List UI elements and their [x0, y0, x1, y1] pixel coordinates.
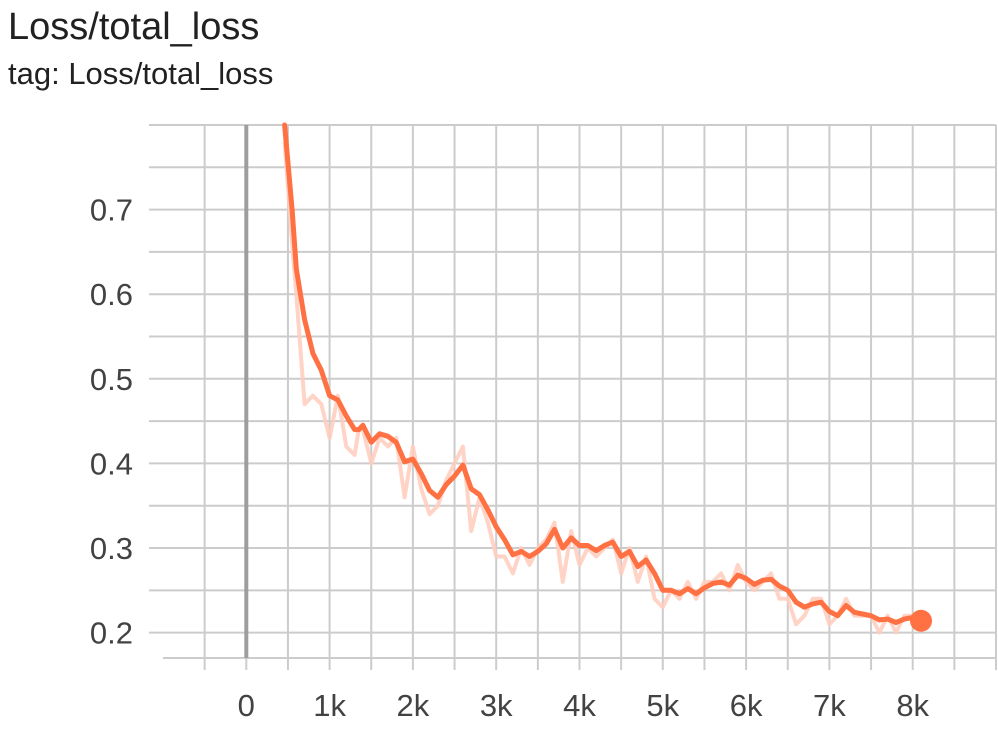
x-tick-label: 5k — [646, 688, 679, 723]
series — [282, 122, 933, 635]
y-tick-label: 0.6 — [90, 277, 133, 312]
chart-subtitle: tag: Loss/total_loss — [8, 56, 274, 91]
tick-labels: 0.2 0.3 0.4 0.5 0.6 0.7 0 1k 2k 3k 4k 5k 6k 7k 8k — [90, 193, 930, 723]
x-tick-label: 7k — [813, 688, 846, 723]
chart-title: Loss/total_loss — [8, 6, 260, 48]
x-tick-label: 3k — [480, 688, 513, 723]
y-tick-label: 0.2 — [90, 616, 133, 651]
raw-loss-line — [282, 141, 923, 635]
y-tick-label: 0.3 — [90, 531, 133, 566]
x-tick-label: 4k — [563, 688, 596, 723]
smoothed-loss-line — [282, 122, 924, 625]
x-tick-label: 1k — [313, 688, 346, 723]
last-point-marker — [910, 609, 933, 632]
grid-lines — [149, 124, 997, 670]
x-tick-label: 6k — [730, 688, 763, 723]
x-tick-label: 0 — [238, 688, 255, 723]
y-tick-label: 0.4 — [90, 446, 133, 481]
x-tick-label: 8k — [896, 688, 929, 723]
x-tick-label: 2k — [397, 688, 430, 723]
y-tick-label: 0.7 — [90, 193, 133, 228]
y-tick-label: 0.5 — [90, 362, 133, 397]
axes — [163, 125, 996, 659]
